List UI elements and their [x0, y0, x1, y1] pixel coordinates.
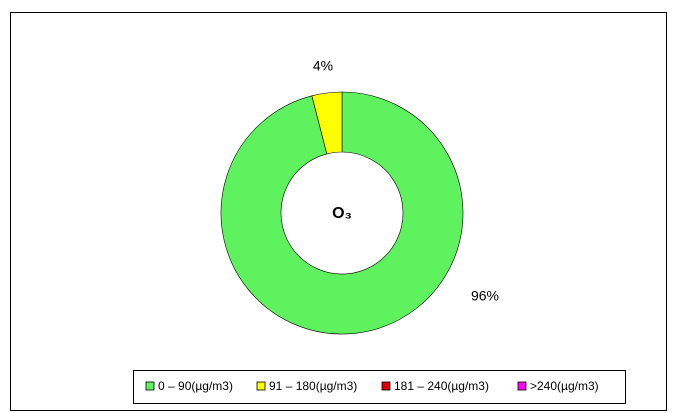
donut-slice	[311, 91, 343, 155]
donut-slice	[220, 91, 464, 335]
value-label: 4%	[313, 58, 333, 74]
value-label: 96%	[471, 288, 499, 304]
legend-label: >240(µg/m3)	[530, 379, 599, 393]
legend-swatch	[145, 381, 155, 391]
legend-swatch	[256, 381, 266, 391]
legend-label: 0 – 90(µg/m3)	[158, 379, 233, 393]
chart-frame	[10, 12, 667, 411]
legend-swatch	[517, 381, 527, 391]
legend-swatch	[381, 381, 391, 391]
legend-label: 181 – 240(µg/m3)	[394, 379, 489, 393]
center-label: O₃	[332, 205, 352, 222]
legend-label: 91 – 180(µg/m3)	[269, 379, 357, 393]
legend-box	[133, 370, 626, 404]
